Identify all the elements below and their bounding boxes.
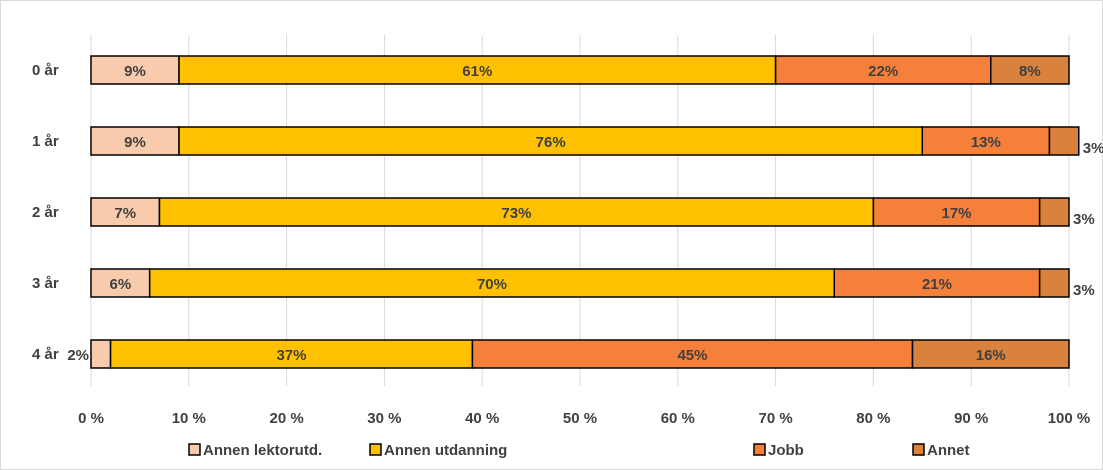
category-label: 3 år bbox=[32, 275, 59, 292]
x-tick-labels: 0 % 10 % 20 % 30 % 40 % 50 % 60 % 70 % 80 % 90 % 1… bbox=[78, 410, 1090, 427]
x-tick-label: 40 % bbox=[465, 410, 499, 427]
data-labels: 9% 61% 22% 8% 9% 76% 13% 3% 7% 73% 17% 3% 6% 70% 21% 3%… bbox=[67, 63, 1103, 364]
category-label: 4 år bbox=[32, 346, 59, 363]
bar-segment-jobb bbox=[872, 197, 1041, 227]
bar-segment-annet bbox=[911, 339, 1070, 369]
legend-label: Jobb bbox=[768, 442, 804, 459]
bar-segment-annen-utdanning bbox=[178, 126, 924, 156]
category-label: 1 år bbox=[32, 133, 59, 150]
bar-segment-jobb bbox=[921, 126, 1051, 156]
data-label: 73% bbox=[501, 205, 531, 222]
data-label: 3% bbox=[1083, 140, 1103, 157]
x-tick-label: 0 % bbox=[78, 410, 104, 427]
category-label: 0 år bbox=[32, 62, 59, 79]
bar-segment-jobb bbox=[471, 339, 914, 369]
legend-swatch-jobb bbox=[753, 443, 766, 456]
data-label: 9% bbox=[124, 134, 146, 151]
data-label: 3% bbox=[1073, 211, 1095, 228]
bar-segment-annen-lektorutd bbox=[90, 268, 151, 298]
data-label: 17% bbox=[942, 205, 972, 222]
bar-segment-annet bbox=[990, 55, 1070, 85]
data-label: 8% bbox=[1019, 63, 1041, 80]
data-label: 13% bbox=[971, 134, 1001, 151]
data-label: 2% bbox=[67, 347, 89, 364]
x-tick-label: 90 % bbox=[954, 410, 988, 427]
data-label: 9% bbox=[124, 63, 146, 80]
x-tick-label: 20 % bbox=[269, 410, 303, 427]
data-label: 16% bbox=[976, 347, 1006, 364]
x-tick-label: 60 % bbox=[661, 410, 695, 427]
data-label: 7% bbox=[114, 205, 136, 222]
x-tick-label: 100 % bbox=[1048, 410, 1091, 427]
legend-label: Annet bbox=[927, 442, 970, 459]
legend-label: Annen lektorutd. bbox=[203, 442, 322, 459]
bar-segment-annet bbox=[1038, 197, 1070, 227]
legend: Annen lektorutd. Annen utdanning Jobb Annet bbox=[188, 442, 970, 459]
x-tick-label: 80 % bbox=[856, 410, 890, 427]
data-label: 76% bbox=[536, 134, 566, 151]
data-label: 37% bbox=[276, 347, 306, 364]
bar-segment-annen-utdanning bbox=[109, 339, 474, 369]
bar-segment-annen-lektorutd bbox=[90, 126, 180, 156]
x-tick-label: 70 % bbox=[758, 410, 792, 427]
bars bbox=[90, 55, 1080, 369]
legend-label: Annen utdanning bbox=[384, 442, 507, 459]
legend-swatch-annen-lektorutd bbox=[188, 443, 201, 456]
bar-segment-jobb bbox=[833, 268, 1041, 298]
bar-segment-annet bbox=[1038, 268, 1070, 298]
x-tick-label: 10 % bbox=[172, 410, 206, 427]
bar-segment-annen-lektorutd bbox=[90, 339, 112, 369]
data-label: 6% bbox=[109, 276, 131, 293]
x-tick-label: 50 % bbox=[563, 410, 597, 427]
bar-segment-annet bbox=[1048, 126, 1080, 156]
legend-swatch-annet bbox=[912, 443, 925, 456]
data-label: 22% bbox=[868, 63, 898, 80]
data-label: 3% bbox=[1073, 282, 1095, 299]
category-label: 2 år bbox=[32, 204, 59, 221]
data-label: 61% bbox=[462, 63, 492, 80]
data-label: 45% bbox=[677, 347, 707, 364]
data-label: 70% bbox=[477, 276, 507, 293]
bar-segment-annen-lektorutd bbox=[90, 197, 161, 227]
bar-segment-annen-utdanning bbox=[148, 268, 836, 298]
category-labels: 0 år 1 år 2 år 3 år 4 år bbox=[32, 62, 59, 363]
x-tick-label: 30 % bbox=[367, 410, 401, 427]
legend-swatch-annen-utdanning bbox=[369, 443, 382, 456]
bar-segment-annen-lektorutd bbox=[90, 55, 180, 85]
data-label: 21% bbox=[922, 276, 952, 293]
